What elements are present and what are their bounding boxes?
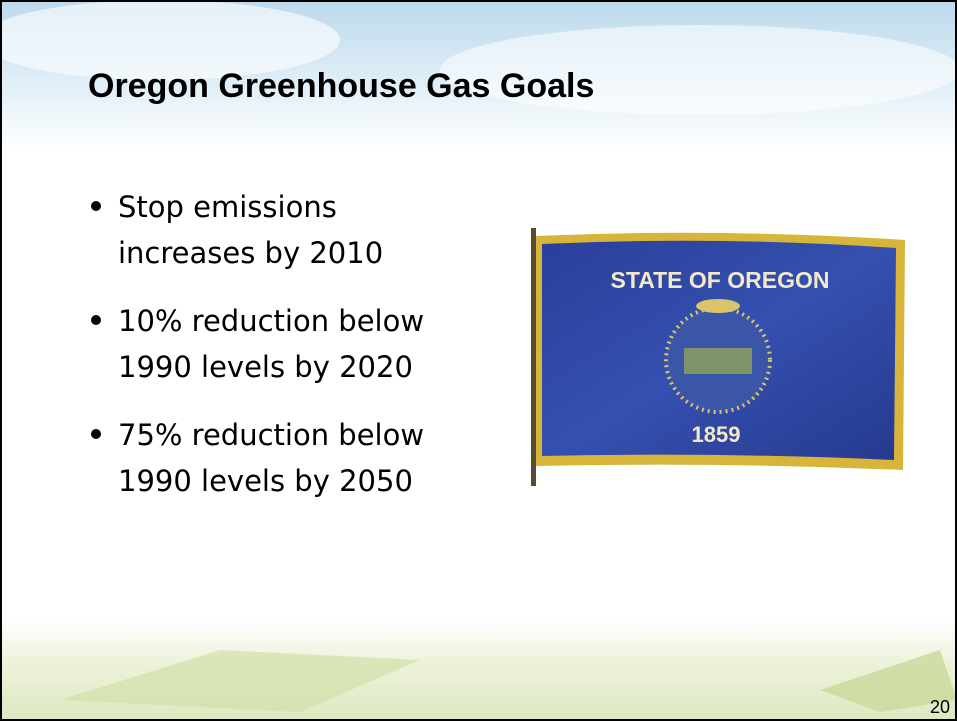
bullet-text: 1990 levels by 2050 — [118, 464, 413, 498]
grass-patch — [820, 650, 957, 712]
page-number: 20 — [930, 697, 950, 717]
bullet-dot — [91, 201, 101, 211]
flag-eagle — [696, 299, 740, 313]
bullet-text: 1990 levels by 2020 — [118, 350, 413, 384]
cloud — [440, 25, 957, 115]
grass — [0, 620, 957, 721]
bullet-list: Stop emissions increases by 2010 10% red… — [91, 190, 424, 498]
flag-text: STATE OF OREGON — [611, 267, 830, 293]
bullet-text: 75% reduction below — [118, 418, 424, 452]
bullet-dot — [91, 315, 101, 325]
oregon-flag: STATE OF OREGON 1859 — [531, 228, 905, 486]
bullet-text: 10% reduction below — [118, 304, 424, 338]
flag-seal-detail — [684, 348, 752, 374]
bullet-text: increases by 2010 — [118, 236, 383, 270]
cloud — [0, 0, 340, 80]
bullet-dot — [91, 429, 101, 439]
slide-title: Oregon Greenhouse Gas Goals — [88, 67, 594, 105]
flag-text: 1859 — [692, 422, 741, 447]
grass-patch — [60, 650, 420, 712]
bullet-text: Stop emissions — [118, 190, 337, 224]
flag-pole — [531, 228, 536, 486]
